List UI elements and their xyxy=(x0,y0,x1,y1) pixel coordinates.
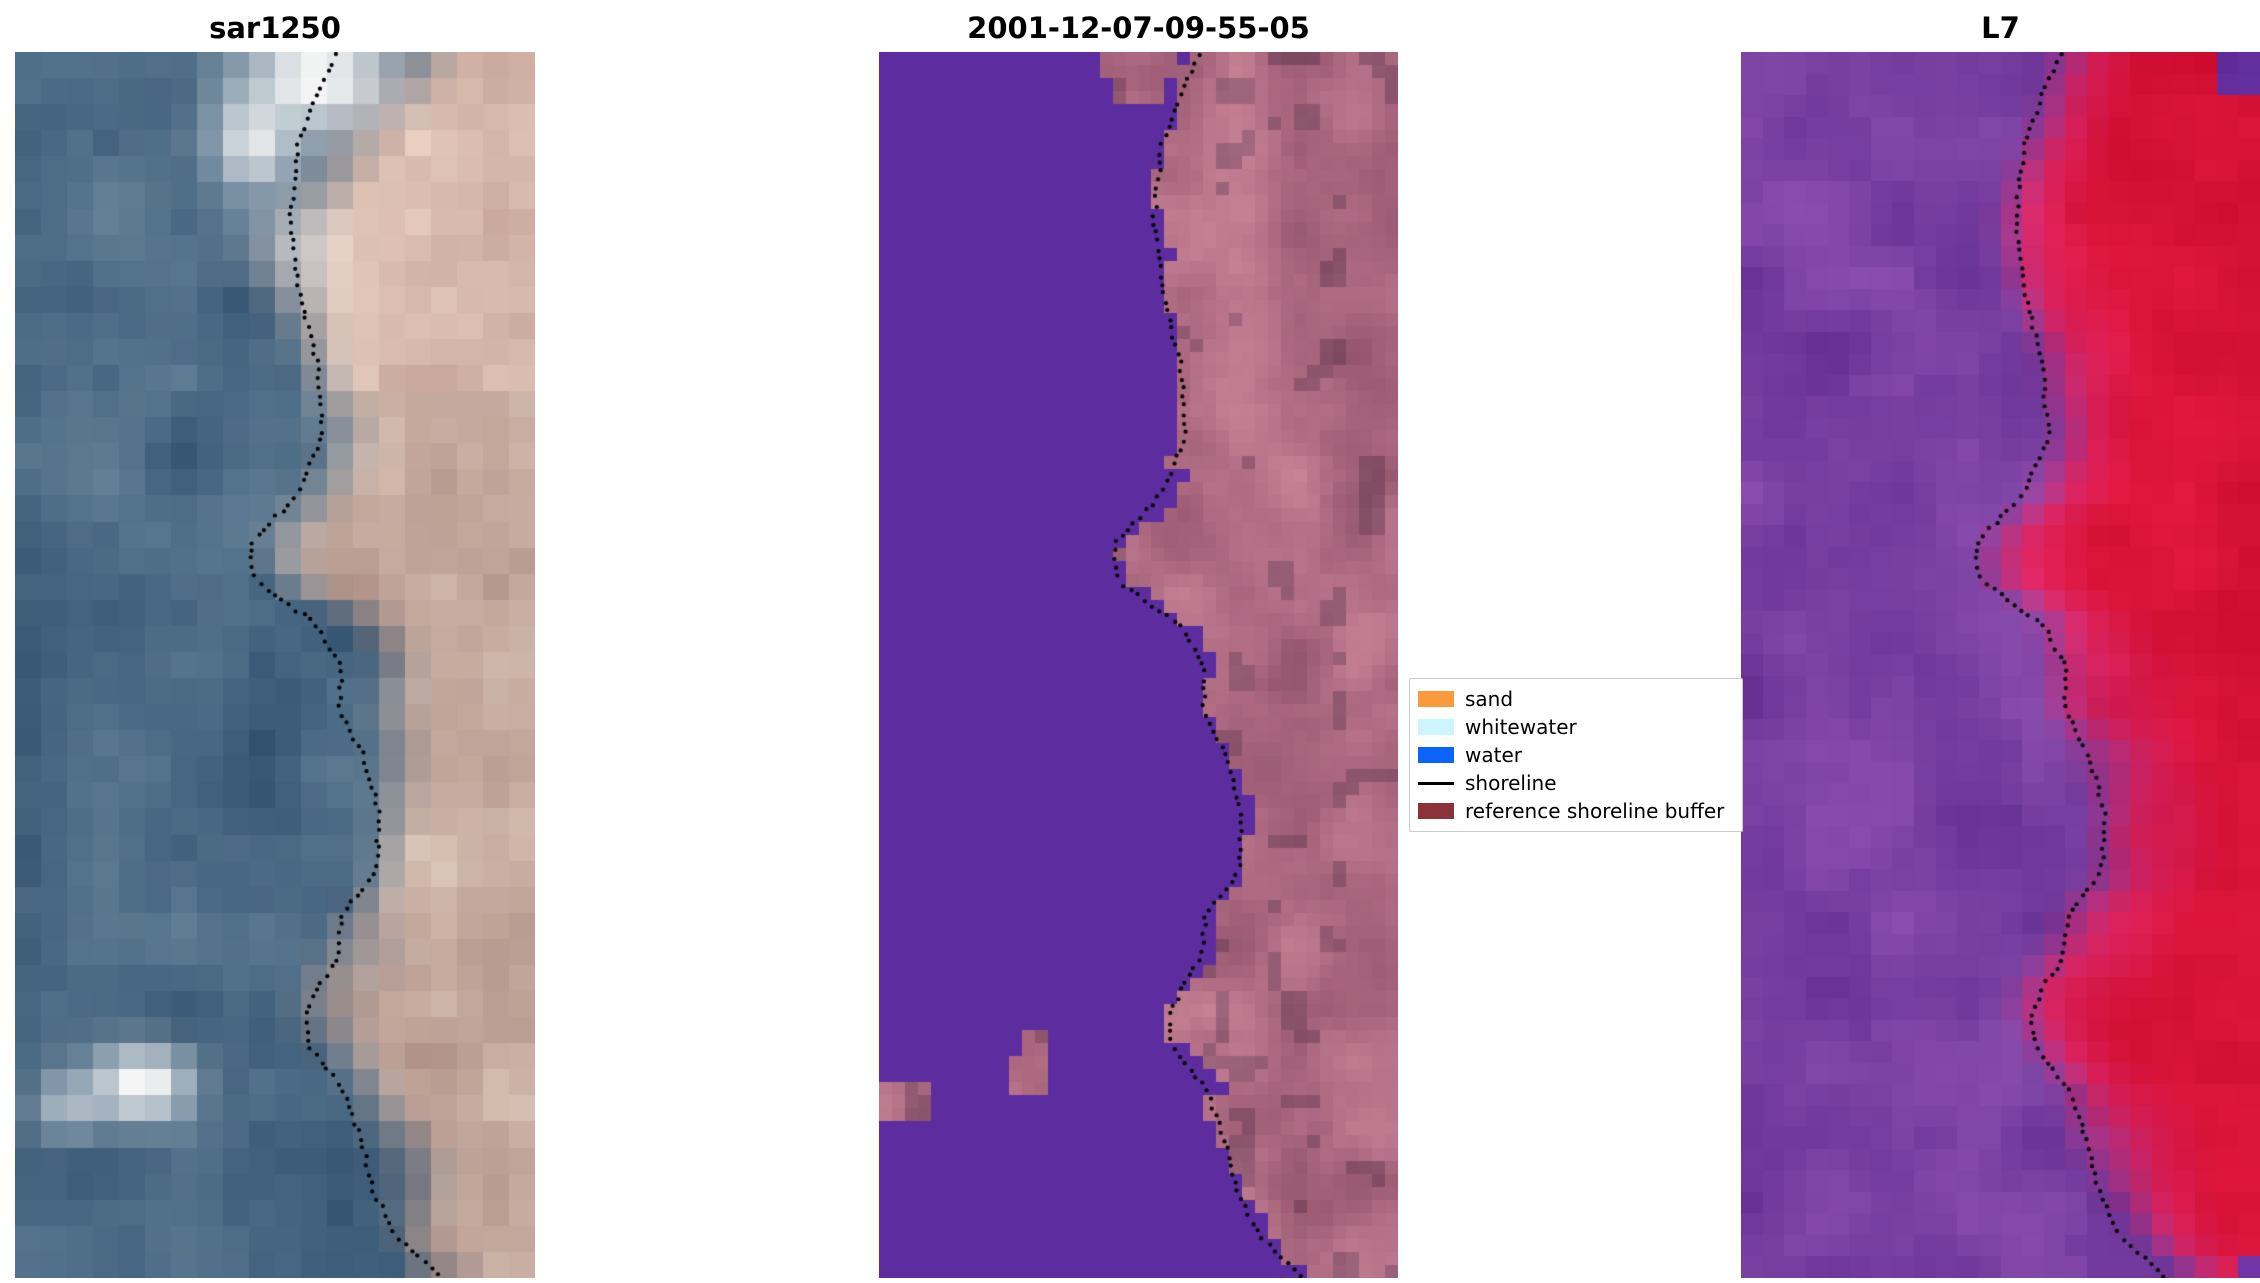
legend-color-swatch xyxy=(1418,803,1454,819)
legend-item-shoreline: shoreline xyxy=(1418,769,1742,797)
classified-image xyxy=(879,52,1398,1278)
legend: sand whitewater water shoreline reference sh… xyxy=(1409,678,1743,832)
panel-title-sar1250: sar1250 xyxy=(209,11,341,45)
legend-color-swatch xyxy=(1418,719,1454,735)
legend-label: water xyxy=(1465,743,1522,767)
legend-label: reference shoreline buffer xyxy=(1465,799,1725,823)
legend-item-reference-shoreline-buffer: reference shoreline buffer xyxy=(1418,797,1742,825)
legend-item-water: water xyxy=(1418,741,1742,769)
sar-image xyxy=(15,52,535,1278)
legend-label: whitewater xyxy=(1465,715,1577,739)
legend-color-swatch xyxy=(1418,747,1454,763)
legend-label: shoreline xyxy=(1465,771,1557,795)
panel-title-date: 2001-12-07-09-55-05 xyxy=(967,11,1310,45)
legend-line-swatch xyxy=(1418,781,1454,785)
legend-color-swatch xyxy=(1418,691,1454,707)
legend-item-sand: sand xyxy=(1418,685,1742,713)
legend-item-whitewater: whitewater xyxy=(1418,713,1742,741)
panel-title-l7: L7 xyxy=(1981,11,2020,45)
legend-label: sand xyxy=(1465,687,1514,711)
l7-image xyxy=(1741,52,2260,1278)
